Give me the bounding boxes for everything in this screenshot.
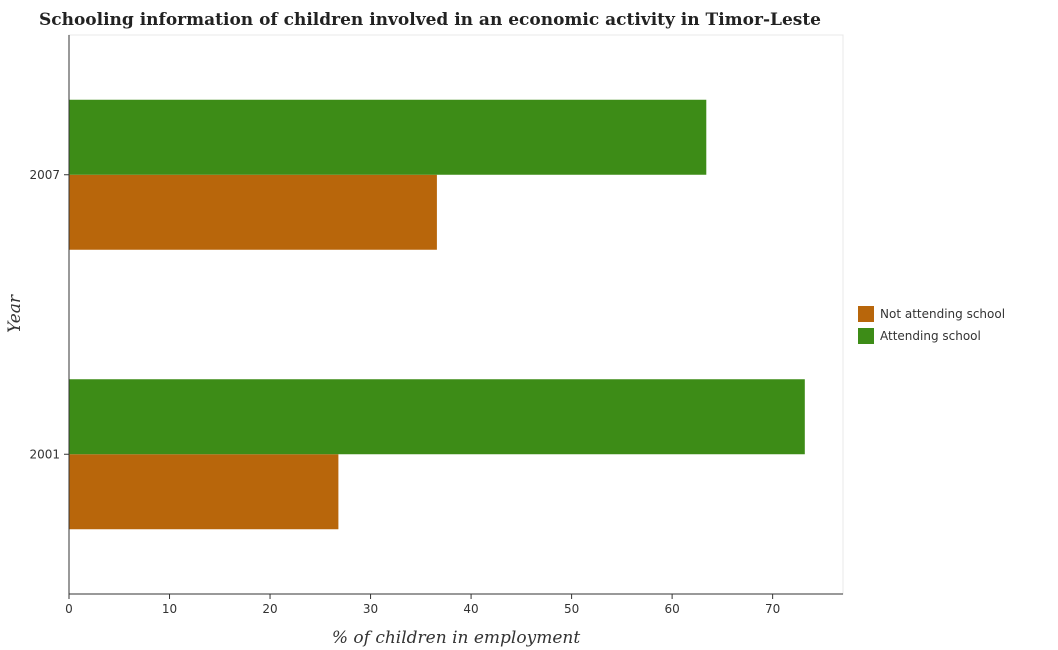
bar-not-attending-school-2007 (69, 174, 437, 250)
chart-title: Schooling information of children involv… (39, 10, 821, 30)
x-tick-label-70: 70 (765, 602, 780, 616)
x-tick-label-20: 20 (262, 602, 277, 616)
x-tick-label-60: 60 (664, 602, 679, 616)
x-tick-label-40: 40 (463, 602, 478, 616)
legend-label-not-attending-school: Not attending school (880, 307, 1005, 321)
legend: Not attending school Attending school (858, 306, 1005, 344)
legend-label-attending-school: Attending school (880, 329, 981, 343)
y-tick-label-2007: 2007 (29, 168, 60, 182)
bar-attending-school-2001 (69, 379, 805, 455)
x-tick-label-10: 10 (162, 602, 177, 616)
bar-attending-school-2007 (69, 99, 707, 175)
x-tick-label-0: 0 (65, 602, 73, 616)
y-tick-label-2001: 2001 (29, 447, 60, 461)
legend-swatch-attending-school (858, 328, 874, 344)
bar-not-attending-school-2001 (69, 454, 339, 530)
x-tick-label-50: 50 (564, 602, 579, 616)
y-axis-title: Year (5, 294, 25, 333)
legend-swatch-not-attending-school (858, 306, 874, 322)
x-axis-title: % of children in employment (332, 628, 581, 648)
x-tick-label-30: 30 (363, 602, 378, 616)
